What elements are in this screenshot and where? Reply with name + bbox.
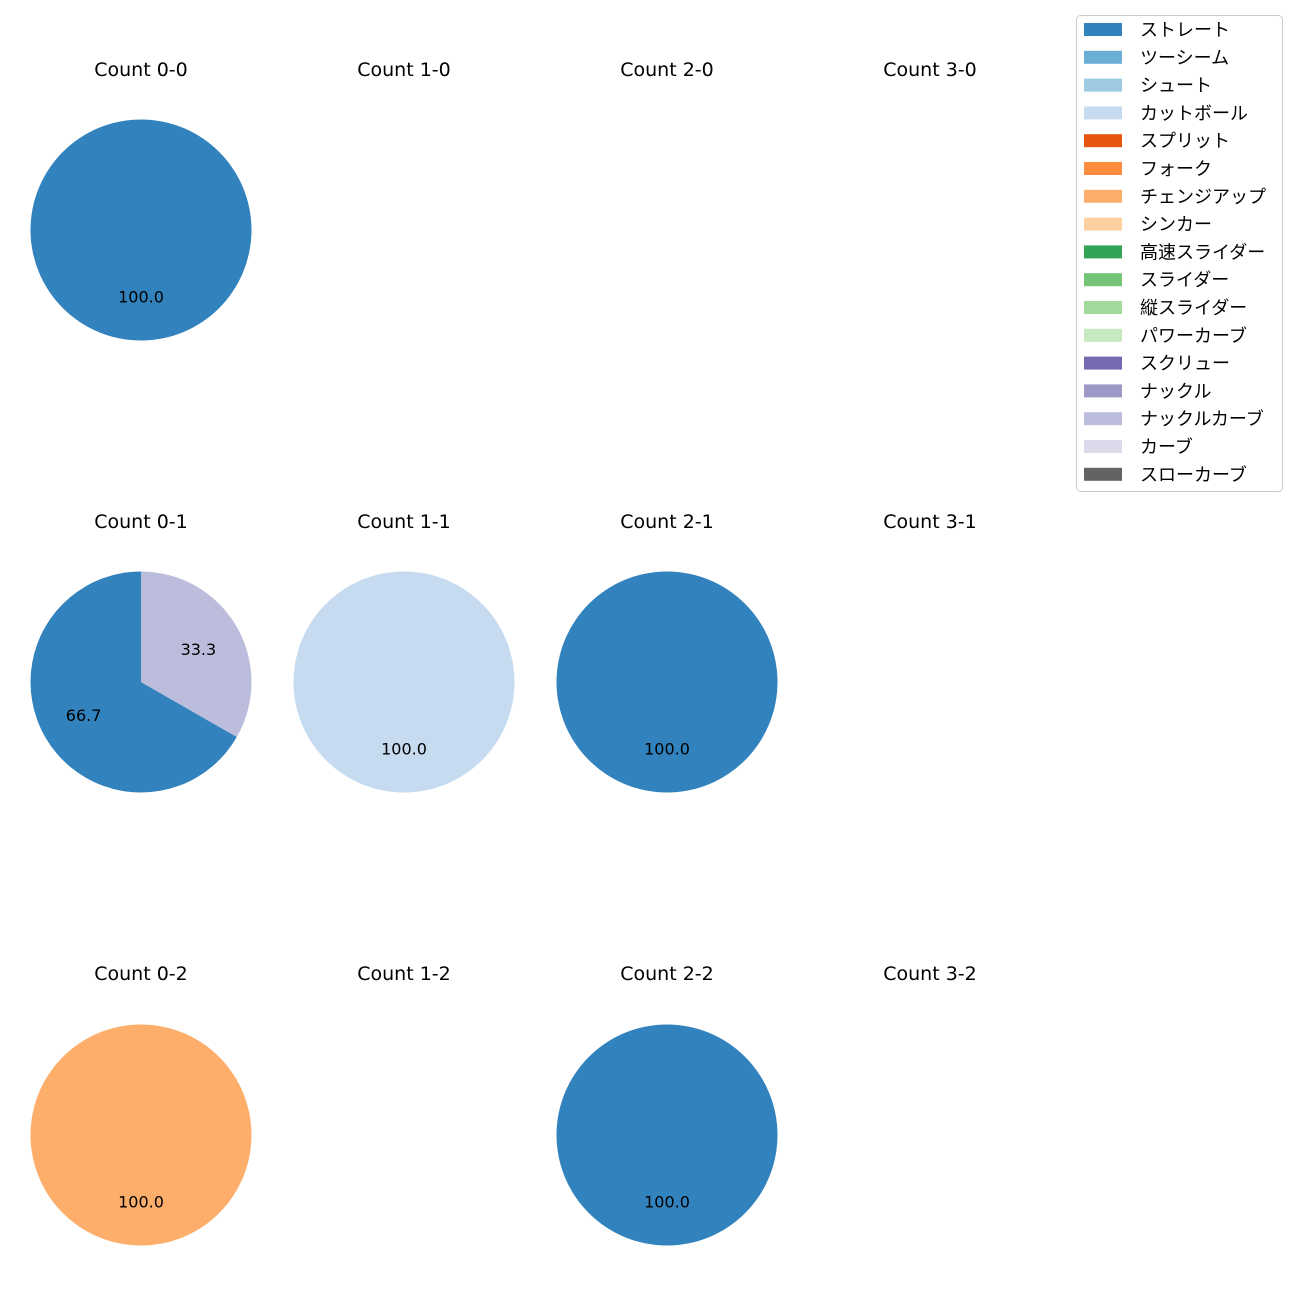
legend-label: スローカーブ: [1140, 464, 1247, 486]
slice-percent-label: 100.0: [644, 739, 690, 758]
legend-label: ナックルカーブ: [1140, 408, 1264, 430]
legend-swatch: [1084, 50, 1122, 64]
legend-swatch: [1084, 106, 1122, 120]
legend-swatch: [1084, 301, 1122, 314]
pie-slice: [30, 119, 252, 341]
slice-percent-label: 100.0: [118, 287, 164, 306]
slice-percent-label: 100.0: [118, 1192, 164, 1211]
legend-swatch: [1084, 134, 1122, 148]
legend-label: シンカー: [1140, 215, 1212, 236]
subplot-title: Count 3-0: [883, 59, 977, 81]
legend-swatch: [1084, 440, 1122, 453]
subplot-title: Count 0-2: [94, 963, 188, 985]
legend-label: チェンジアップ: [1140, 187, 1266, 208]
legend-label: パワーカーブ: [1140, 325, 1247, 347]
legend-swatch: [1084, 328, 1122, 342]
legend-label: 縦スライダー: [1140, 298, 1247, 319]
pie-slice: [293, 571, 515, 793]
pie-slice: [141, 571, 252, 738]
subplot-title: Count 3-2: [883, 963, 977, 985]
slice-percent-label: 66.7: [66, 706, 102, 725]
pie-slice: [30, 571, 237, 793]
slice-percent-label: 33.3: [181, 640, 217, 659]
legend-swatch: [1084, 189, 1122, 203]
legend-swatch: [1084, 467, 1122, 481]
pie-slice: [30, 1024, 252, 1246]
subplot-title: Count 2-2: [620, 963, 714, 985]
slice-percent-label: 100.0: [381, 739, 427, 758]
legend-swatch: [1084, 245, 1122, 259]
legend-label: ストレート: [1140, 20, 1230, 41]
legend-label: ナックル: [1140, 381, 1211, 402]
legend-label: スクリュー: [1140, 354, 1230, 375]
subplot-title: Count 1-1: [357, 511, 451, 533]
legend-label: シュート: [1140, 76, 1212, 97]
pie-slice: [556, 571, 778, 793]
subplot-title: Count 1-2: [357, 963, 451, 985]
legend-swatch: [1084, 78, 1122, 92]
subplot-title: Count 3-1: [883, 511, 977, 533]
subplot-title: Count 1-0: [357, 59, 451, 81]
subplot-title: Count 0-1: [94, 511, 188, 533]
legend-label: スプリット: [1140, 131, 1230, 152]
subplot-title: Count 2-0: [620, 59, 714, 81]
subplot-title: Count 0-0: [94, 59, 188, 81]
legend-label: ツーシーム: [1140, 48, 1229, 69]
pie-slice: [556, 1024, 778, 1246]
slice-percent-label: 100.0: [644, 1192, 690, 1211]
legend-label: フォーク: [1140, 159, 1212, 180]
legend-swatch: [1084, 162, 1122, 175]
subplot-title: Count 2-1: [620, 511, 714, 533]
legend-label: 高速スライダー: [1140, 242, 1265, 263]
legend-label: スライダー: [1140, 270, 1229, 291]
legend: ストレートツーシームシュートカットボールスプリットフォークチェンジアップシンカー…: [1076, 15, 1283, 492]
legend-swatch: [1084, 217, 1122, 231]
legend-frame: [1076, 15, 1283, 492]
legend-swatch: [1084, 273, 1122, 287]
legend-swatch: [1084, 23, 1122, 36]
legend-label: カーブ: [1140, 436, 1193, 458]
legend-swatch: [1084, 384, 1122, 398]
legend-swatch: [1084, 412, 1122, 426]
legend-swatch: [1084, 356, 1122, 370]
legend-label: カットボール: [1140, 103, 1248, 124]
